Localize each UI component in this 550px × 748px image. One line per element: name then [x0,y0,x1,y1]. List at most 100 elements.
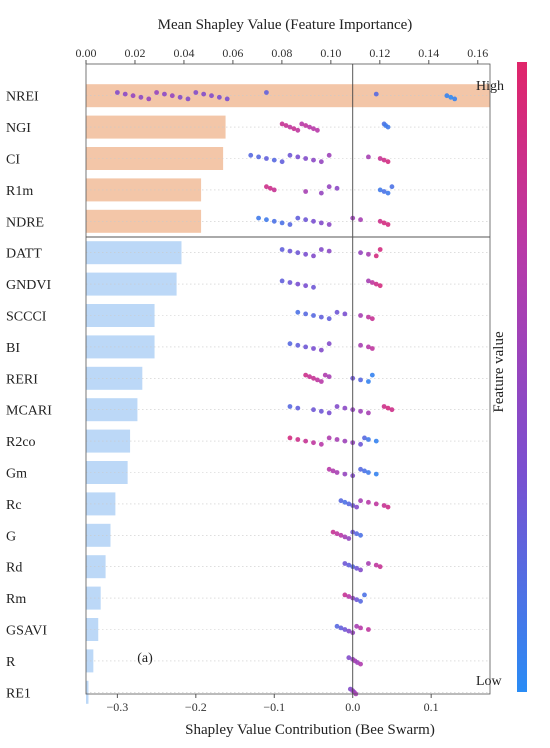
top-axis-tick-label: 0.06 [222,46,243,60]
swarm-point-r [346,655,352,661]
swarm-point-rm [342,592,348,598]
swarm-point-ci [318,159,324,165]
swarm-point-ndre [287,222,293,227]
swarm-point-datt [287,248,293,254]
feature-label-gm: Gm [6,467,27,482]
swarm-point-gm [330,468,336,474]
swarm-point-reri [311,375,316,381]
swarm-point-ngi [295,127,301,133]
feature-label-datt: DATT [6,247,42,262]
feature-label-ngi: NGI [6,121,31,136]
swarm-point-mcari [318,408,324,414]
swarm-point-datt [366,251,371,257]
swarm-point-gm [362,468,367,474]
swarm-point-ngi [315,127,320,133]
swarm-point-gsavi [342,627,348,632]
swarm-point-ngi [307,124,312,130]
swarm-point-sccci [358,313,363,318]
swarm-point-gndvi [279,278,285,284]
bottom-axis-tick-label: 0.1 [424,700,439,714]
swarm-point-g [338,532,344,538]
swarm-point-nrei [154,90,160,95]
swarm-point-rc [366,499,371,505]
swarm-point-bi [311,346,316,351]
swarm-point-r2co [358,441,363,447]
swarm-point-gm [334,470,340,475]
top-axis-tick-label: 0.02 [124,46,145,60]
swarm-point-r1m [377,187,383,193]
swarm-point-nrei [444,93,450,99]
axes: 0.00 0.02 0.04 0.06 0.08 0.10 0.12 0.14 0.16 −0.3… [76,46,491,714]
swarm-point-r [358,661,363,667]
swarm-point-nrei [130,93,136,99]
swarm-point-r2co [326,435,332,441]
swarm-point-datt [279,247,285,252]
swarm-point-ci [287,152,293,158]
swarm-point-datt [358,250,363,256]
swarm-point-rc [342,499,348,505]
swarm-point-reri [307,374,312,380]
swarm-point-ndre [264,217,269,223]
swarm-point-gm [358,466,363,472]
swarm-point-ndre [381,220,387,226]
importance-bar-r [86,649,94,673]
swarm-point-datt [373,253,379,259]
swarm-point-bi [318,347,324,353]
swarm-point-gndvi [295,281,301,287]
swarm-point-gm [366,470,371,475]
swarm-point-r2co [342,438,348,444]
swarm-point-r1m [326,184,332,190]
swarm-point-gsavi [334,623,340,629]
swarm-point-ci [385,159,391,165]
swarm-point-r1m [334,185,340,191]
swarm-point-r2co [362,435,367,441]
swarm-point-rd [366,561,371,566]
swarm-point-mcari [295,405,301,411]
importance-bar-datt [86,241,182,265]
feature-label-re1: RE1 [6,686,31,701]
swarm-point-ndre [279,220,285,226]
swarm-point-ci [303,156,309,161]
swarm-point-rd [358,567,363,573]
swarm-point-sccci [303,311,309,317]
swarm-point-ci [377,156,383,161]
swarm-point-ci [381,157,387,163]
swarm-point-datt [311,253,316,259]
swarm-point-ndre [311,218,316,224]
swarm-point-bi [369,346,375,351]
swarm-point-r1m [318,190,324,196]
colorbar-high-label: High [476,79,504,94]
swarm-point-nrei [193,90,199,95]
swarm-point-ngi [283,123,289,128]
swarm-point-r2co [295,437,301,442]
swarm-point-rm [362,592,367,598]
swarm-point-mcari [366,410,371,416]
swarm-point-nrei [146,96,152,102]
feature-label-reri: RERI [6,372,38,387]
swarm-point-r2co [287,435,293,441]
swarm-point-ngi [291,126,297,132]
swarm-point-gsavi [338,625,344,631]
swarm-point-gsavi [346,628,352,634]
feature-label-rd: Rd [6,561,22,576]
swarm-point-nrei [122,91,128,97]
swarm-point-ci [311,157,316,163]
swarm-point-gm [373,471,379,477]
swarm-point-ci [264,156,269,161]
swarm-point-g [330,529,336,535]
swarm-point-sccci [369,316,375,322]
swarm-point-gndvi [303,283,309,289]
swarm-point-ci [248,152,254,158]
swarm-point-ndre [385,222,391,227]
swarm-point-r2co [318,441,324,447]
top-axis-tick-label: 0.16 [467,46,488,60]
importance-bar-mcari [86,398,138,422]
swarm-point-ndre [271,218,277,224]
swarm-point-ngi [385,124,391,130]
swarm-point-nrei [177,94,183,100]
feature-label-r2co: R2co [6,435,36,450]
swarm-point-reri [322,372,328,378]
importance-bar-ndre [86,209,202,233]
swarm-point-mcari [385,405,391,411]
swarm-point-gndvi [287,280,293,285]
